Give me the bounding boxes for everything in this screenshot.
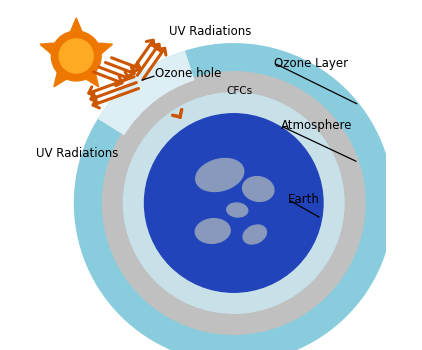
Circle shape	[124, 93, 344, 313]
Ellipse shape	[227, 203, 248, 217]
Text: CFCs: CFCs	[227, 86, 253, 96]
Text: UV Radiations: UV Radiations	[169, 25, 252, 38]
Ellipse shape	[243, 225, 266, 244]
Ellipse shape	[195, 219, 230, 243]
Text: Ozone Layer: Ozone Layer	[274, 56, 348, 70]
Text: Atmosphere: Atmosphere	[281, 119, 352, 133]
Text: Ozone hole: Ozone hole	[155, 67, 222, 80]
Circle shape	[51, 31, 101, 81]
Polygon shape	[40, 18, 112, 87]
Ellipse shape	[196, 159, 244, 191]
Circle shape	[59, 39, 93, 73]
Wedge shape	[99, 51, 194, 134]
Ellipse shape	[243, 177, 274, 201]
Circle shape	[75, 44, 393, 350]
Text: UV Radiations: UV Radiations	[36, 147, 119, 161]
Circle shape	[103, 72, 365, 334]
Circle shape	[144, 114, 323, 292]
Text: Earth: Earth	[288, 193, 320, 206]
